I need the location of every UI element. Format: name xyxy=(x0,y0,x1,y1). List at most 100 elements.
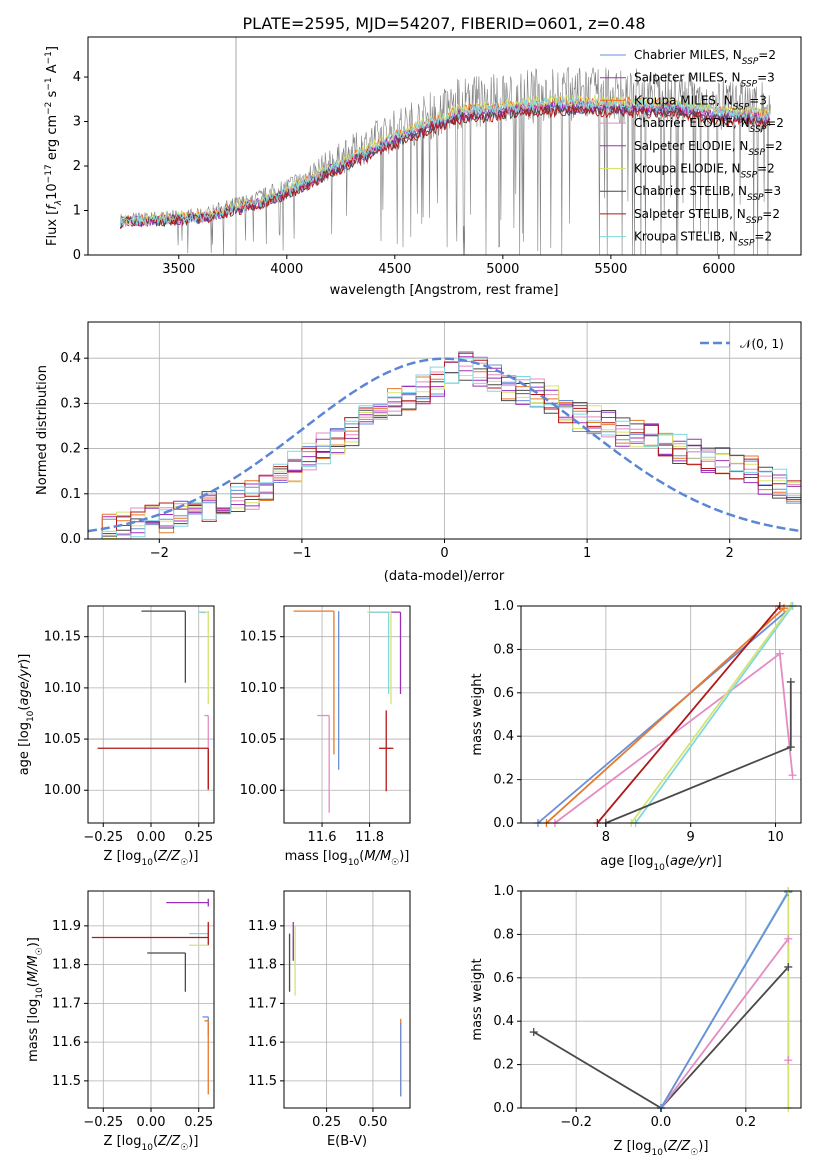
y-tick-label: 0 xyxy=(73,248,81,263)
y-tick-label: 11.5 xyxy=(248,1074,277,1089)
y-tick-label: 0.3 xyxy=(60,396,81,411)
plot-area xyxy=(293,610,402,813)
plot-area xyxy=(88,351,801,539)
y-tick-label: 11.5 xyxy=(52,1074,81,1089)
y-tick-label: 0.8 xyxy=(493,642,514,657)
y-tick-label: 0.2 xyxy=(60,442,81,457)
weight-marker xyxy=(788,771,797,780)
y-tick-label: 10.00 xyxy=(240,783,277,798)
model-spectrum-kroupa-stelib xyxy=(119,96,770,227)
y-tick-label: 11.9 xyxy=(248,919,277,934)
y-tick-label: 10.10 xyxy=(44,681,81,696)
weight-line-kroupa-stelib xyxy=(634,606,794,823)
y-tick-label: 0.2 xyxy=(493,1058,514,1073)
weight-marker xyxy=(775,649,784,658)
legend-entry: 𝒩(0, 1) xyxy=(740,337,784,351)
x-tick-label: 8 xyxy=(602,830,610,845)
y-tick-label: 10.15 xyxy=(44,630,81,645)
x-tick-label: 0.00 xyxy=(137,830,166,845)
figure-title: PLATE=2595, MJD=54207, FIBERID=0601, z=0… xyxy=(242,14,645,33)
y-tick-label: 11.6 xyxy=(248,1035,277,1050)
y-tick-label: 0.6 xyxy=(493,971,514,986)
legend-entry: Salpeter STELIB, NSSP=2 xyxy=(634,207,780,226)
axes-frame xyxy=(283,605,411,824)
x-axis-label: Z [log10(Z/Z☉)] xyxy=(104,1134,199,1153)
legend-entry: Chabrier MILES, NSSP=2 xyxy=(634,48,776,67)
axes-frame xyxy=(283,890,411,1109)
y-tick-label: 10.00 xyxy=(44,783,81,798)
x-tick-label: −0.25 xyxy=(83,830,123,845)
y-tick-label: 11.8 xyxy=(248,958,277,973)
x-tick-label: 10 xyxy=(767,830,784,845)
x-tick-label: 6000 xyxy=(702,262,735,277)
weight-marker xyxy=(784,1056,793,1065)
plot-area xyxy=(119,37,771,255)
x-axis-label: mass [log10(M/M☉)] xyxy=(285,849,410,868)
x-axis-label: wavelength [Angstrom, rest frame] xyxy=(330,283,559,298)
axes-frame xyxy=(520,605,802,824)
weight-vs-age-panel: 8 9 10 0.0 0.2 0.4 0.6 0.8 1.0 age [log10(age/yr)… xyxy=(470,599,802,873)
x-tick-label: 0.0 xyxy=(651,1115,672,1130)
weight-marker xyxy=(784,962,793,971)
y-tick-label: 2 xyxy=(73,159,81,174)
y-tick-label: 1.0 xyxy=(493,884,514,899)
y-tick-label: 0.0 xyxy=(493,816,514,831)
weight-line-chabrier-elodie xyxy=(554,652,794,823)
age-vs-mass-panel: 11.6 11.8 10.00 10.05 10.10 10.15 mass [log10(… xyxy=(240,605,411,868)
mass-vs-extinction-panel: 0.25 0.50 11.5 11.6 11.7 11.8 11.9 E(B-V) xyxy=(248,890,411,1149)
y-tick-label: 10.05 xyxy=(44,732,81,747)
x-tick-label: 11.6 xyxy=(308,830,337,845)
model-spectrum-salpeter-elodie xyxy=(119,101,771,228)
weight-marker xyxy=(786,677,795,686)
y-tick-label: 11.7 xyxy=(248,996,277,1011)
y-tick-label: 1.0 xyxy=(493,599,514,614)
gaussian-curve xyxy=(88,357,801,533)
residual-histogram-kroupa-stelib xyxy=(88,357,801,539)
y-tick-label: 0.4 xyxy=(493,1014,514,1029)
y-tick-label: 4 xyxy=(73,70,81,85)
y-tick-label: 11.7 xyxy=(52,996,81,1011)
x-tick-label: 5000 xyxy=(486,262,519,277)
y-axis-label: Flux [fλ10−17 erg cm−2 s−1 A−1] xyxy=(44,46,64,246)
y-tick-label: 0.1 xyxy=(60,487,81,502)
y-axis-label: mass [log10(M/M☉)] xyxy=(26,937,45,1062)
y-tick-label: 11.8 xyxy=(52,958,81,973)
y-axis-label: mass weight xyxy=(470,958,485,1040)
weight-marker xyxy=(786,743,795,752)
y-tick-label: 0.4 xyxy=(493,729,514,744)
weight-line-kroupa-elodie xyxy=(630,606,792,823)
age-vs-metallicity-panel: −0.25 0.00 0.25 10.00 10.05 10.10 10.15 Z [log1… xyxy=(17,605,215,868)
y-tick-label: 0.0 xyxy=(60,532,81,547)
weight-marker xyxy=(529,1028,538,1037)
x-tick-label: −1 xyxy=(292,546,311,561)
y-tick-label: 11.9 xyxy=(52,919,81,934)
y-tick-label: 0.8 xyxy=(493,927,514,942)
weight-line-chabrier-elodie xyxy=(660,936,790,1108)
weight-line-kroupa-miles xyxy=(545,607,785,823)
x-axis-label: Z [log10(Z/Z☉)] xyxy=(104,849,199,868)
x-tick-label: 5500 xyxy=(594,262,627,277)
legend-entry: Salpeter ELODIE, NSSP=2 xyxy=(634,139,783,158)
weight-line-chabrier-stelib xyxy=(533,966,789,1108)
y-tick-label: 0.6 xyxy=(493,686,514,701)
x-tick-label: −2 xyxy=(150,546,169,561)
plot-area xyxy=(91,898,209,1095)
x-axis-label: Z [log10(Z/Z☉)] xyxy=(614,1139,709,1158)
y-tick-label: 11.6 xyxy=(52,1035,81,1050)
x-tick-label: 2 xyxy=(726,546,734,561)
x-tick-label: 0.25 xyxy=(184,830,213,845)
y-tick-label: 10.15 xyxy=(240,630,277,645)
legend-entry: Kroupa STELIB, NSSP=2 xyxy=(634,230,772,249)
model-spectrum-salpeter-stelib xyxy=(120,105,771,230)
x-tick-label: 9 xyxy=(687,830,695,845)
x-tick-label: 1 xyxy=(583,546,591,561)
weight-line-salpeter-stelib xyxy=(596,606,781,823)
plot-area xyxy=(533,891,790,1108)
plot-area xyxy=(537,606,794,823)
plot-area xyxy=(97,610,209,791)
y-tick-label: 0.4 xyxy=(60,351,81,366)
x-tick-label: 0.00 xyxy=(137,1115,166,1130)
legend-entry: Salpeter MILES, NSSP=3 xyxy=(634,71,775,90)
x-tick-label: −0.25 xyxy=(83,1115,123,1130)
plot-area xyxy=(288,922,402,1097)
